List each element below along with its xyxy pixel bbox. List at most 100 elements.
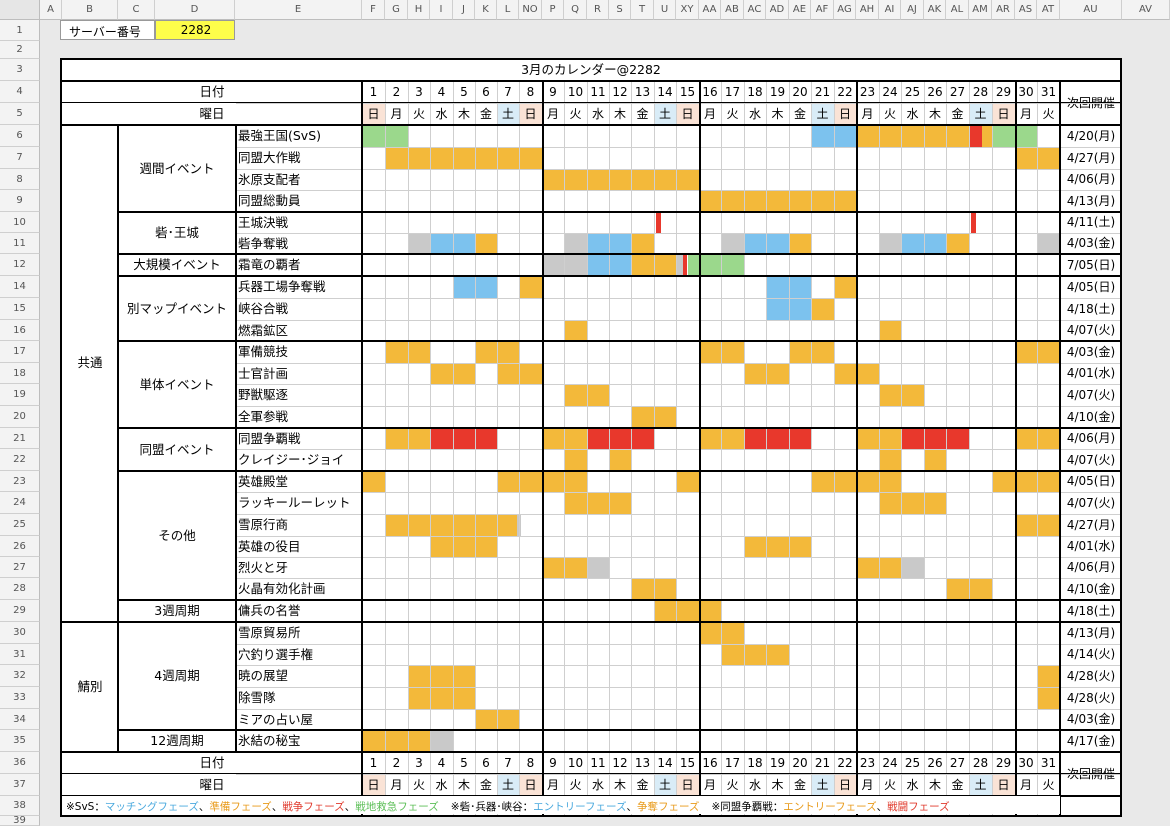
row-header[interactable]: 34 bbox=[0, 709, 40, 730]
column-header[interactable]: L bbox=[497, 0, 519, 20]
row-header[interactable]: 27 bbox=[0, 557, 40, 578]
day-number: 14 bbox=[657, 756, 673, 770]
day-number: 13 bbox=[634, 85, 651, 99]
select-all-corner[interactable] bbox=[0, 0, 40, 20]
row-header[interactable]: 26 bbox=[0, 536, 40, 557]
column-header[interactable]: AU bbox=[1060, 0, 1122, 20]
row-header[interactable]: 7 bbox=[0, 147, 40, 169]
column-header[interactable]: AF bbox=[811, 0, 834, 20]
column-header[interactable]: R bbox=[587, 0, 609, 20]
column-header[interactable]: A bbox=[40, 0, 62, 20]
event-name: ラッキールーレット bbox=[238, 495, 351, 510]
column-header[interactable]: H bbox=[408, 0, 430, 20]
column-header[interactable]: AM bbox=[969, 0, 992, 20]
row-header[interactable]: 6 bbox=[0, 125, 40, 147]
column-header[interactable]: AV bbox=[1122, 0, 1170, 20]
row-header[interactable]: 20 bbox=[0, 406, 40, 428]
row-header[interactable]: 28 bbox=[0, 578, 40, 600]
column-header[interactable]: AT bbox=[1037, 0, 1060, 20]
weekday: 日 bbox=[519, 774, 542, 796]
row-header[interactable]: 32 bbox=[0, 665, 40, 687]
column-header[interactable]: G bbox=[385, 0, 408, 20]
column-header[interactable]: T bbox=[631, 0, 654, 20]
weekday: 木 bbox=[453, 774, 475, 796]
column-header[interactable]: E bbox=[235, 0, 362, 20]
column-header[interactable]: F bbox=[362, 0, 385, 20]
row-header[interactable]: 31 bbox=[0, 644, 40, 665]
row-header[interactable]: 16 bbox=[0, 320, 40, 341]
column-header[interactable]: S bbox=[609, 0, 631, 20]
grid-line bbox=[430, 81, 431, 816]
next-date: 4/07(火) bbox=[1066, 323, 1116, 337]
row-header[interactable]: 10 bbox=[0, 212, 40, 233]
column-header[interactable]: AR bbox=[992, 0, 1015, 20]
row-header[interactable]: 17 bbox=[0, 341, 40, 363]
grid-line bbox=[236, 406, 1122, 407]
row-header[interactable]: 15 bbox=[0, 298, 40, 320]
weekday: 金 bbox=[631, 103, 654, 125]
row-header[interactable]: 1 bbox=[0, 20, 40, 41]
row-header[interactable]: 21 bbox=[0, 428, 40, 449]
column-header[interactable]: AC bbox=[744, 0, 766, 20]
row-header[interactable]: 4 bbox=[0, 81, 40, 103]
column-header[interactable]: AL bbox=[946, 0, 969, 20]
row-header[interactable]: 9 bbox=[0, 190, 40, 212]
row-header[interactable]: 3 bbox=[0, 59, 40, 81]
event-bar bbox=[430, 731, 453, 752]
event-bar bbox=[879, 321, 901, 341]
column-header[interactable]: AS bbox=[1015, 0, 1037, 20]
row-header[interactable]: 30 bbox=[0, 622, 40, 644]
row-header[interactable]: 18 bbox=[0, 363, 40, 384]
row-header[interactable]: 23 bbox=[0, 471, 40, 492]
category-label: 共通 bbox=[77, 355, 103, 370]
column-header[interactable]: Q bbox=[564, 0, 587, 20]
column-header[interactable]: AE bbox=[789, 0, 811, 20]
weekday: 金 bbox=[946, 103, 969, 125]
row-header[interactable]: 19 bbox=[0, 384, 40, 406]
row-header[interactable]: 8 bbox=[0, 169, 40, 190]
row-header[interactable]: 24 bbox=[0, 492, 40, 514]
row-header[interactable]: 37 bbox=[0, 774, 40, 796]
weekday: 土 bbox=[811, 103, 834, 125]
row-header[interactable]: 11 bbox=[0, 233, 40, 254]
day-number: 30 bbox=[1018, 85, 1034, 99]
row-header[interactable]: 33 bbox=[0, 687, 40, 709]
column-header[interactable]: AI bbox=[879, 0, 901, 20]
column-header[interactable]: AD bbox=[766, 0, 789, 20]
border-line bbox=[235, 125, 237, 752]
column-header[interactable]: B bbox=[62, 0, 118, 20]
column-header[interactable]: K bbox=[475, 0, 497, 20]
weekday: 火 bbox=[879, 774, 901, 796]
column-header[interactable]: AH bbox=[856, 0, 879, 20]
row-header[interactable]: 2 bbox=[0, 41, 40, 59]
row-header[interactable]: 14 bbox=[0, 276, 40, 298]
column-header[interactable]: AB bbox=[721, 0, 744, 20]
row-header[interactable]: 22 bbox=[0, 449, 40, 471]
column-header[interactable]: XY bbox=[676, 0, 699, 20]
day-number: 18 bbox=[747, 85, 763, 99]
row-header[interactable]: 25 bbox=[0, 514, 40, 536]
column-header[interactable]: AG bbox=[834, 0, 856, 20]
server-number-cell[interactable]: 2282 bbox=[155, 20, 235, 40]
column-header[interactable]: U bbox=[654, 0, 676, 20]
server-label-cell[interactable]: サーバー番号 bbox=[60, 20, 155, 40]
row-header[interactable]: 38 bbox=[0, 796, 40, 816]
column-header[interactable]: P bbox=[542, 0, 564, 20]
column-header[interactable]: AA bbox=[699, 0, 721, 20]
row-header[interactable]: 36 bbox=[0, 752, 40, 774]
column-header[interactable]: D bbox=[155, 0, 235, 20]
column-header[interactable]: AJ bbox=[901, 0, 924, 20]
column-header[interactable]: AK bbox=[924, 0, 946, 20]
event-bar bbox=[631, 234, 654, 254]
column-header[interactable]: C bbox=[118, 0, 155, 20]
legend-battle: 戦闘フェーズ bbox=[887, 801, 950, 813]
row-header[interactable]: 35 bbox=[0, 730, 40, 752]
weekday: 日 bbox=[362, 774, 385, 796]
row-header[interactable]: 5 bbox=[0, 103, 40, 125]
column-header[interactable]: NO bbox=[519, 0, 542, 20]
row-header[interactable]: 39 bbox=[0, 816, 40, 826]
column-header[interactable]: I bbox=[430, 0, 453, 20]
row-header[interactable]: 12 bbox=[0, 254, 40, 276]
column-header[interactable]: J bbox=[453, 0, 475, 20]
row-header[interactable]: 29 bbox=[0, 600, 40, 622]
